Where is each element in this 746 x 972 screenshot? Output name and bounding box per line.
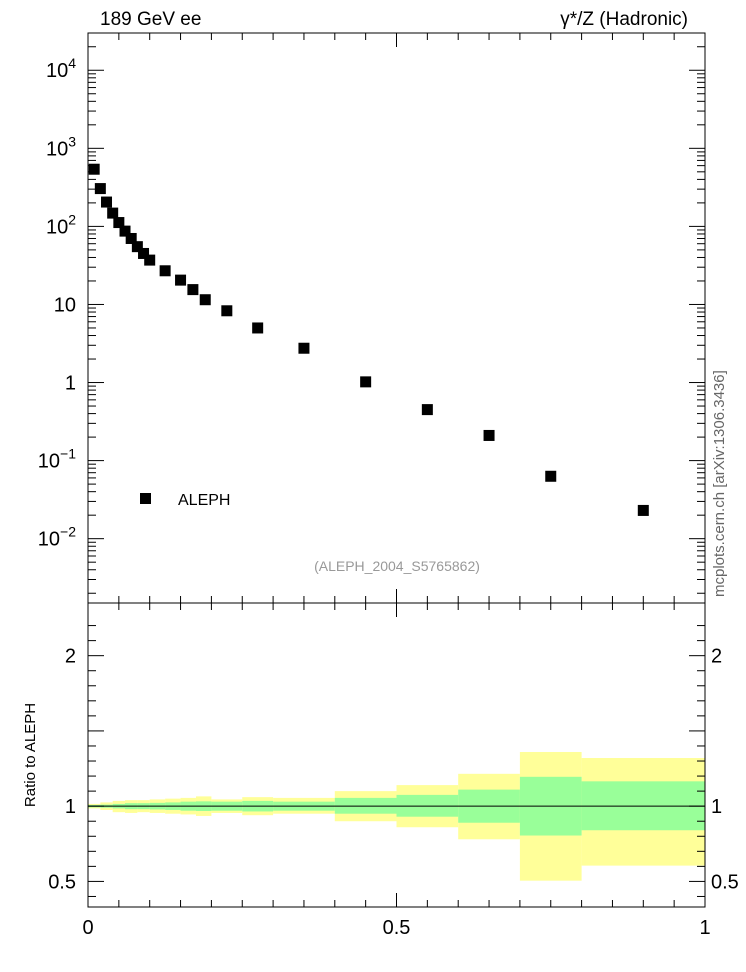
data-point (221, 305, 233, 317)
y-tick-label: 10−1 (38, 446, 76, 473)
data-point (159, 265, 171, 277)
data-point (107, 207, 119, 219)
data-point (252, 322, 264, 334)
data-point (545, 470, 557, 482)
ratio-y-tick-label: 1 (65, 796, 76, 818)
ratio-plot: 0 0.5 1 2 2 1 1 0.5 0.5 (48, 602, 739, 939)
data-point (421, 404, 433, 416)
y-tick-label: 102 (46, 211, 76, 238)
data-point (187, 284, 199, 296)
y-tick-label: 10−2 (38, 524, 76, 551)
data-point (119, 225, 131, 237)
data-point (113, 217, 125, 229)
ratio-y-tick-label-right: 2 (711, 646, 722, 668)
data-point (101, 196, 113, 208)
main-frame (87, 32, 706, 604)
x-tick-label: 0 (82, 917, 93, 939)
data-point (298, 342, 310, 354)
data-point (138, 247, 150, 259)
data-point (483, 429, 495, 441)
legend-label: ALEPH (178, 492, 230, 509)
ratio-y-tick-label: 2 (65, 646, 76, 668)
legend-marker (140, 493, 151, 504)
left-title: 189 GeV ee (100, 9, 201, 30)
x-tick-label: 0.5 (383, 917, 411, 939)
data-point (131, 241, 143, 253)
y-tick-label: 103 (46, 133, 76, 160)
analysis-label: (ALEPH_2004_S5765862) (314, 558, 480, 574)
y-tick-label: 10 (54, 294, 76, 316)
ratio-y-tick-label-right: 0.5 (711, 871, 739, 893)
data-point (360, 376, 372, 388)
data-point (637, 504, 649, 516)
data-point (94, 183, 106, 195)
y-tick-label: 104 (46, 55, 76, 82)
right-title: γ*/Z (Hadronic) (560, 9, 688, 30)
data-point (175, 274, 187, 286)
ratio-y-axis-label: Ratio to ALEPH (22, 703, 39, 807)
data-point (144, 254, 156, 266)
x-tick-label: 1 (699, 917, 710, 939)
ratio-y-tick-label-right: 1 (711, 796, 722, 818)
data-point (199, 294, 211, 306)
data-point (125, 232, 137, 244)
y-tick-label: 1 (65, 373, 76, 395)
side-label: mcplots.cern.ch [arXiv:1306.3436] (711, 370, 728, 597)
ratio-y-tick-label: 0.5 (48, 871, 76, 893)
data-point (88, 163, 100, 175)
